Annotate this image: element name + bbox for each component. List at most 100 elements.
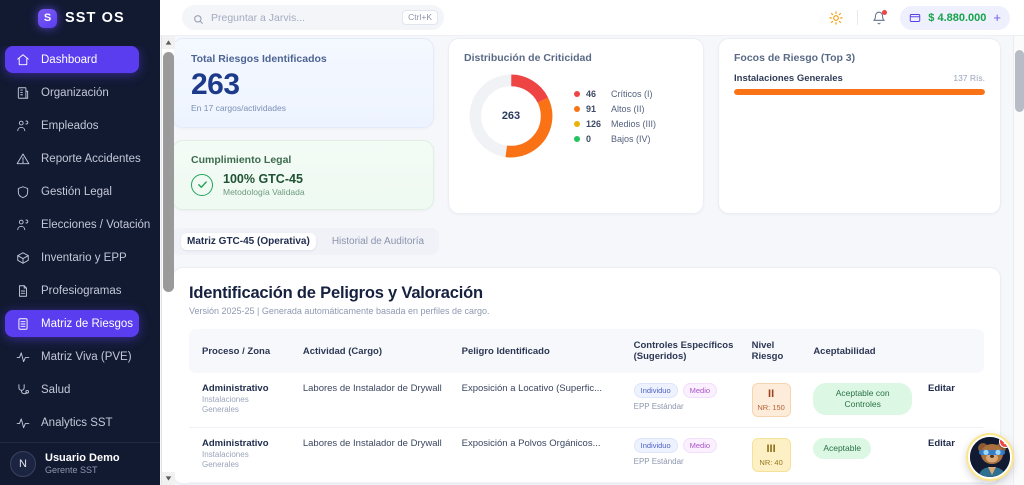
sidebar-item-salud[interactable]: Salud	[5, 376, 139, 403]
status-badge: Aceptable con Controles	[813, 383, 912, 416]
proceso-name: Administrativo	[202, 438, 269, 449]
topbar: Preguntar a Jarvis... Ctrl+K	[160, 0, 1024, 36]
sidebar-item-label: Matriz de Riesgos	[41, 317, 134, 330]
legend-item: 0 Bajos (IV)	[574, 134, 656, 144]
peligro-text: Exposición a Locativo (Superfic...	[461, 383, 603, 394]
sidebar-item-label: Analytics SST	[41, 416, 113, 429]
sidebar-item-label: Dashboard	[41, 53, 98, 66]
sidebar-item-matriz-de-riesgos[interactable]: Matriz de Riesgos	[5, 310, 139, 337]
wallet-button[interactable]: $ 4.880.000 +	[900, 5, 1010, 30]
total-riesgos-sub: En 17 cargos/actividades	[191, 102, 286, 113]
sidebar-item-label: Elecciones / Votación	[41, 218, 151, 231]
donut-center-label: 263	[501, 110, 521, 122]
matrix-tabs: Matriz GTC-45 (Operativa) Historial de Au…	[172, 228, 440, 255]
topbar-divider	[857, 10, 859, 25]
table-column-header: Proceso / Zona	[189, 329, 295, 373]
table-subtitle: Versión 2025-25 | Generada automáticamen…	[189, 306, 490, 316]
tab-matriz-gtc-45-operativa[interactable]: Matriz GTC-45 (Operativa)	[181, 233, 316, 250]
notification-dot	[882, 9, 888, 15]
cumplimiento-sub: Metodología Validada	[223, 187, 305, 197]
users-icon	[17, 120, 29, 131]
scroll-up-arrow-icon[interactable]	[162, 36, 175, 49]
sidebar-item-elecciones-votaci-n[interactable]: Elecciones / Votación	[5, 211, 150, 238]
table-column-header: Peligro Identificado	[453, 329, 626, 373]
assistant-chat-button[interactable]: 1	[968, 435, 1012, 479]
alert-triangle-icon	[16, 153, 30, 164]
document-icon	[19, 284, 27, 297]
bell-icon[interactable]	[870, 9, 888, 27]
search-input[interactable]: Preguntar a Jarvis... Ctrl+K	[182, 5, 444, 30]
scroll-down-arrow-icon[interactable]	[162, 472, 175, 485]
sidebar-item-reporte-accidentes[interactable]: Reporte Accidentes	[5, 145, 141, 172]
sidebar-item-gesti-n-legal[interactable]: Gestión Legal	[5, 178, 139, 205]
page-title: Identificación de Peligros y Valoración	[189, 284, 483, 302]
page-content: Total Riesgos Identificados 263 En 17 ca…	[160, 36, 1013, 485]
cell-peligro: Exposición a Locativo (Superfic...	[453, 373, 626, 428]
control-chip: Individuo	[633, 438, 678, 453]
cell-proceso: Administrativo Instalaciones Generales	[189, 427, 295, 483]
foco-item: Instalaciones Generales 137 Rís.	[734, 73, 985, 95]
cell-actividad: Labores de Instalador de Drywall	[294, 427, 454, 483]
box-icon	[17, 251, 29, 264]
sidebar-item-profesiogramas[interactable]: Profesiogramas	[5, 277, 139, 304]
sidebar-item-organizaci-n[interactable]: Organización	[5, 79, 139, 106]
proceso-zona: Instalaciones Generales	[202, 450, 249, 470]
chip-group: Individuo Medio	[633, 438, 736, 453]
brand-badge: S	[38, 8, 57, 28]
sidebar-scrollbar[interactable]	[161, 36, 175, 485]
table-column-header: Aceptabilidad	[805, 329, 920, 373]
sidebar-item-matriz-viva-pve[interactable]: Matriz Viva (PVE)	[5, 343, 139, 370]
legend-label: Críticos (I)	[611, 88, 653, 99]
sidebar-item-empleados[interactable]: Empleados	[5, 112, 139, 139]
table-row: Administrativo Instalaciones Generales Lab…	[189, 427, 984, 483]
building-icon	[17, 86, 29, 99]
chart-legend: 46 Críticos (I) 91 Altos (II) 126 Medios (III…	[574, 89, 656, 144]
cumplimiento-value: 100% GTC-45	[223, 172, 303, 186]
legend-label: Medios (III)	[611, 118, 657, 129]
brand[interactable]: S SST OS	[0, 0, 160, 36]
cell-peligro: Exposición a Polvos Orgánicos...	[453, 427, 626, 483]
sidebar-item-label: Matriz Viva (PVE)	[41, 350, 132, 363]
control-chip: Medio	[682, 438, 718, 453]
edit-button[interactable]: Editar	[927, 438, 955, 449]
control-sub: EPP Estándar	[633, 402, 684, 411]
cumplimiento-title: Cumplimiento Legal	[191, 154, 292, 166]
foco-progress-fill	[734, 89, 985, 95]
legend-color-dot	[574, 105, 580, 112]
user-role: Gerente SST	[45, 465, 98, 476]
cell-action: Editar	[919, 373, 984, 428]
focos-title: Focos de Riesgo (Top 3)	[734, 52, 856, 64]
sidebar-item-label: Organización	[41, 86, 109, 99]
chip-group: Individuo Medio	[633, 383, 736, 398]
scrollbar-thumb[interactable]	[163, 52, 174, 292]
legend-value: 91	[586, 103, 597, 114]
main-scrollbar[interactable]	[1013, 36, 1024, 485]
total-riesgos-value: 263	[191, 68, 240, 101]
donut-chart: 263	[464, 69, 558, 163]
table-row: Administrativo Instalaciones Generales Lab…	[189, 373, 984, 428]
card-focos-riesgo: Focos de Riesgo (Top 3) Instalaciones Ge…	[718, 38, 1001, 214]
foco-name: Instalaciones Generales	[734, 73, 843, 84]
stethoscope-icon	[18, 383, 30, 394]
sidebar-item-label: Gestión Legal	[41, 185, 112, 198]
actividad-text: Labores de Instalador de Drywall	[302, 438, 442, 449]
sun-icon[interactable]	[827, 9, 845, 27]
nivel-nr: NR: 40	[759, 458, 783, 467]
cell-controles: Individuo Medio EPP Estándar	[625, 427, 744, 483]
tab-historial-de-auditor-a[interactable]: Historial de Auditoría	[331, 236, 425, 247]
risk-table: Proceso / Zona Actividad (Cargo) Peligro I…	[189, 329, 984, 483]
cell-aceptabilidad: Aceptable con Controles	[805, 373, 920, 428]
avatar: N	[10, 451, 36, 477]
sidebar-item-inventario-y-epp[interactable]: Inventario y EPP	[5, 244, 139, 271]
wallet-add-button[interactable]: +	[993, 10, 1001, 25]
sidebar-item-dashboard[interactable]: Dashboard	[5, 46, 139, 73]
card-distribucion-criticidad: Distribución de Criticidad 263 46 Crítico…	[448, 38, 704, 214]
sidebar-user[interactable]: N Usuario Demo Gerente SST	[0, 442, 160, 485]
proceso-name: Administrativo	[202, 383, 269, 394]
main-scrollbar-thumb[interactable]	[1015, 50, 1024, 112]
search-placeholder: Preguntar a Jarvis...	[211, 11, 305, 24]
sidebar-item-analytics-sst[interactable]: Analytics SST	[5, 409, 139, 436]
edit-button[interactable]: Editar	[927, 383, 955, 394]
cell-actividad: Labores de Instalador de Drywall	[294, 373, 454, 428]
